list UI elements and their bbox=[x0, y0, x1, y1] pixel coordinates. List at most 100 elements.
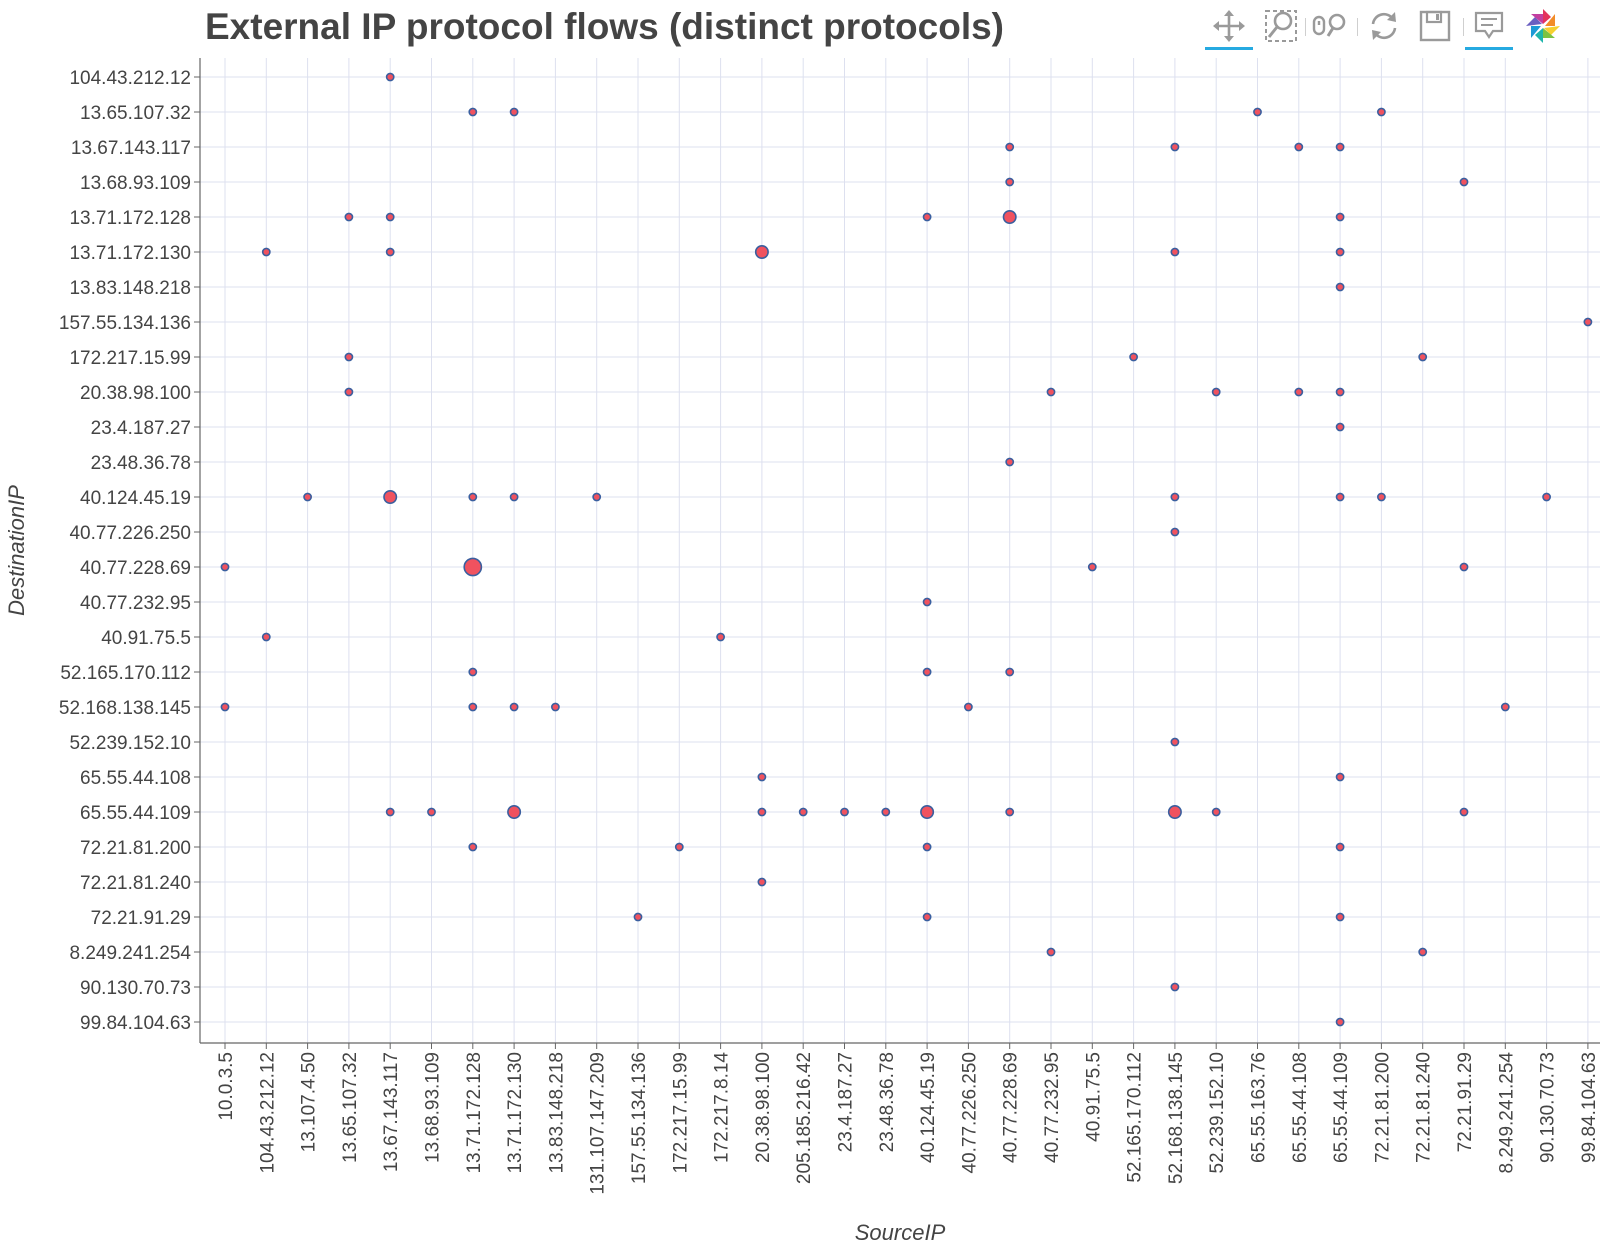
scatter-point[interactable] bbox=[509, 702, 519, 712]
scatter-point[interactable] bbox=[1170, 142, 1180, 152]
scatter-point[interactable] bbox=[463, 557, 483, 577]
scatter-point[interactable] bbox=[716, 632, 725, 642]
scatter-point[interactable] bbox=[344, 212, 354, 222]
scatter-point[interactable] bbox=[303, 492, 312, 502]
scatter-point[interactable] bbox=[1418, 352, 1428, 362]
scatter-point[interactable] bbox=[1542, 492, 1551, 502]
scatter-point[interactable] bbox=[1005, 457, 1015, 467]
scatter-point[interactable] bbox=[1211, 387, 1221, 397]
scatter-point[interactable] bbox=[1005, 807, 1015, 817]
wheel-zoom-icon bbox=[1312, 13, 1346, 37]
scatter-point[interactable] bbox=[633, 912, 643, 922]
scatter-point[interactable] bbox=[674, 842, 684, 852]
scatter-point[interactable] bbox=[1087, 562, 1097, 572]
scatter-point[interactable] bbox=[220, 562, 230, 572]
scatter-point[interactable] bbox=[1335, 772, 1345, 782]
scatter-point[interactable] bbox=[757, 807, 767, 817]
scatter-point[interactable] bbox=[757, 772, 767, 782]
scatter-point[interactable] bbox=[881, 807, 891, 817]
scatter-point[interactable] bbox=[509, 492, 519, 502]
scatter-point[interactable] bbox=[1335, 842, 1345, 852]
scatter-point[interactable] bbox=[261, 632, 271, 642]
y-tick-label: 172.217.15.99 bbox=[69, 348, 191, 369]
scatter-point[interactable] bbox=[840, 807, 849, 817]
scatter-point[interactable] bbox=[385, 247, 395, 257]
scatter-point[interactable] bbox=[964, 702, 973, 712]
chart-toolbar bbox=[1205, 4, 1613, 52]
scatter-point[interactable] bbox=[754, 245, 769, 260]
hover-tool-button[interactable] bbox=[1465, 4, 1513, 50]
scatter-point[interactable] bbox=[592, 492, 602, 502]
scatter-point[interactable] bbox=[1335, 1017, 1345, 1027]
scatter-point[interactable] bbox=[468, 842, 478, 852]
scatter-point[interactable] bbox=[385, 72, 395, 82]
wheel-zoom-tool-button[interactable] bbox=[1307, 4, 1355, 48]
scatter-point[interactable] bbox=[468, 492, 478, 502]
scatter-point[interactable] bbox=[1170, 492, 1180, 502]
scatter-point[interactable] bbox=[1005, 177, 1015, 187]
scatter-point[interactable] bbox=[922, 667, 932, 677]
scatter-point[interactable] bbox=[1129, 352, 1138, 362]
scatter-point[interactable] bbox=[1294, 387, 1304, 397]
scatter-point[interactable] bbox=[1211, 807, 1221, 817]
scatter-point[interactable] bbox=[1335, 212, 1345, 222]
scatter-point[interactable] bbox=[220, 702, 230, 712]
scatter-point[interactable] bbox=[427, 807, 436, 817]
scatter-point[interactable] bbox=[757, 877, 767, 887]
scatter-point[interactable] bbox=[922, 912, 932, 922]
scatter-point[interactable] bbox=[1459, 807, 1469, 817]
scatter-point[interactable] bbox=[1377, 107, 1386, 117]
scatter-point[interactable] bbox=[1170, 982, 1180, 992]
bokeh-logo-link[interactable] bbox=[1519, 4, 1567, 48]
scatter-point[interactable] bbox=[1335, 142, 1345, 152]
scatter-point[interactable] bbox=[507, 804, 522, 819]
scatter-point[interactable] bbox=[385, 807, 395, 817]
scatter-point[interactable] bbox=[1002, 210, 1017, 225]
scatter-point[interactable] bbox=[1046, 947, 1056, 957]
scatter-point[interactable] bbox=[798, 807, 808, 817]
scatter-point[interactable] bbox=[922, 842, 932, 852]
scatter-point[interactable] bbox=[1335, 247, 1345, 257]
scatter-point[interactable] bbox=[261, 247, 271, 257]
scatter-point[interactable] bbox=[1170, 527, 1180, 537]
scatter-point[interactable] bbox=[1335, 387, 1345, 397]
scatter-point[interactable] bbox=[468, 667, 478, 677]
scatter-point[interactable] bbox=[1170, 247, 1180, 257]
scatter-point[interactable] bbox=[1253, 107, 1262, 117]
scatter-point[interactable] bbox=[385, 212, 395, 222]
scatter-point[interactable] bbox=[922, 597, 932, 607]
box-zoom-tool-button[interactable] bbox=[1257, 4, 1305, 48]
scatter-point[interactable] bbox=[1377, 492, 1386, 502]
save-tool-button[interactable] bbox=[1411, 4, 1459, 48]
pan-icon bbox=[1213, 10, 1245, 42]
pan-tool-button[interactable] bbox=[1205, 4, 1253, 50]
scatter-point[interactable] bbox=[1170, 737, 1180, 747]
scatter-point[interactable] bbox=[383, 489, 398, 504]
scatter-point[interactable] bbox=[1335, 912, 1345, 922]
scatter-point[interactable] bbox=[1005, 667, 1015, 677]
scatter-point[interactable] bbox=[1335, 422, 1345, 432]
scatter-point[interactable] bbox=[1167, 804, 1182, 819]
scatter-point[interactable] bbox=[468, 107, 478, 117]
scatter-point[interactable] bbox=[1335, 492, 1345, 502]
scatter-point[interactable] bbox=[1005, 142, 1015, 152]
scatter-point[interactable] bbox=[1500, 702, 1510, 712]
x-tick-label: 20.38.98.100 bbox=[753, 1052, 774, 1163]
scatter-point[interactable] bbox=[551, 702, 560, 712]
data-points bbox=[220, 72, 1593, 1027]
scatter-point[interactable] bbox=[1459, 562, 1469, 572]
scatter-point[interactable] bbox=[920, 804, 935, 819]
scatter-point[interactable] bbox=[344, 387, 354, 397]
scatter-point[interactable] bbox=[344, 352, 354, 362]
scatter-point[interactable] bbox=[1418, 947, 1428, 957]
scatter-point[interactable] bbox=[1294, 142, 1304, 152]
scatter-point[interactable] bbox=[509, 107, 519, 117]
reset-tool-button[interactable] bbox=[1360, 4, 1408, 48]
x-tick-label: 157.55.134.136 bbox=[629, 1052, 650, 1184]
scatter-point[interactable] bbox=[1046, 387, 1056, 397]
scatter-point[interactable] bbox=[1459, 177, 1469, 187]
scatter-point[interactable] bbox=[1583, 317, 1593, 327]
scatter-point[interactable] bbox=[922, 212, 932, 222]
scatter-point[interactable] bbox=[1335, 282, 1345, 292]
scatter-point[interactable] bbox=[468, 702, 478, 712]
